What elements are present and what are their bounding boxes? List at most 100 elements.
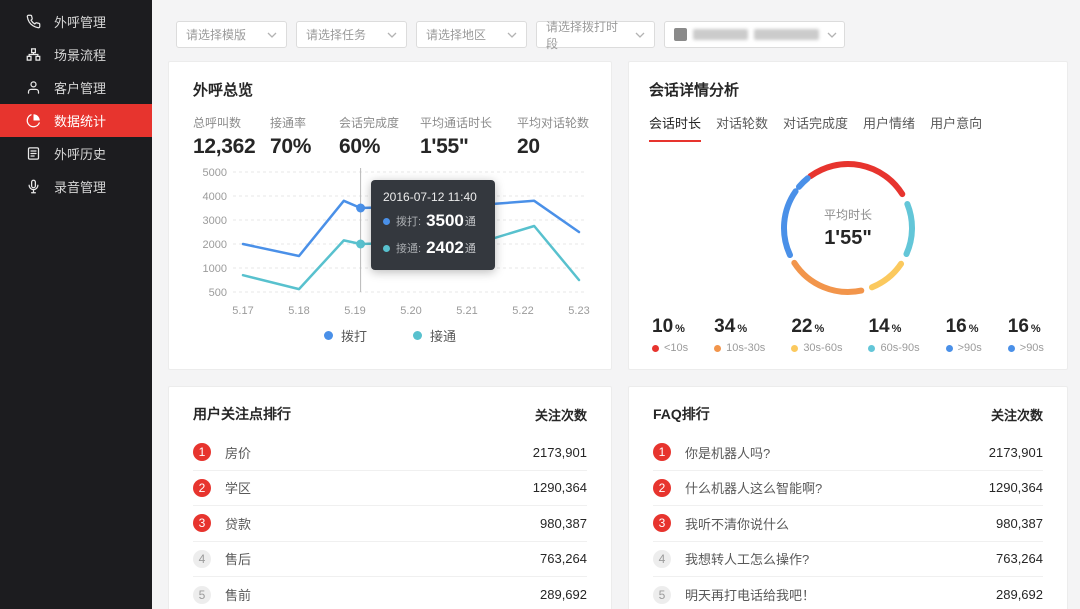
task-select[interactable]: 请选择任务 — [296, 21, 407, 48]
svg-text:5.23: 5.23 — [568, 305, 589, 317]
select-placeholder: 请选择模版 — [186, 28, 247, 42]
ranking-row[interactable]: 3 我听不清你说什么 980,387 — [653, 506, 1043, 542]
call-period-select[interactable]: 请选择拨打时段 — [536, 20, 655, 51]
range-dot — [652, 344, 659, 352]
chevron-down-icon — [827, 32, 837, 38]
range-dot — [1007, 344, 1015, 352]
ranking-row[interactable]: 1 房价 2173,901 — [193, 435, 587, 471]
stat-avg-duration: 平均通话时长 1'55" — [420, 116, 493, 158]
document-icon — [25, 146, 41, 162]
sidebar-item-label: 录音管理 — [54, 180, 107, 195]
tab-user-emotion[interactable]: 用户情绪 — [863, 116, 916, 131]
stat-avg-turns: 平均对话轮数 20 — [517, 116, 590, 158]
percent-item: 22% 30s-60s — [791, 316, 843, 354]
sidebar-item-scene-flow[interactable]: 场景流程 — [0, 38, 152, 71]
select-placeholder: 请选择拨打时段 — [546, 19, 619, 51]
sidebar-item-label: 数据统计 — [54, 114, 107, 129]
range-dot — [945, 344, 953, 352]
tab-session-duration[interactable]: 会话时长 — [649, 113, 702, 142]
sidebar-item-customer-management[interactable]: 客户管理 — [0, 71, 152, 104]
column-header: 关注次数 — [990, 407, 1043, 423]
sidebar-item-data-statistics[interactable]: 数据统计 — [0, 104, 152, 137]
chart-tooltip: 2016-07-12 11:40 拨打: 3500 通 接通: 2402 通 — [371, 180, 495, 270]
session-analysis-card: 会话详情分析 会话时长 对话轮数 对话完成度 用户情绪 用户意向 平均时长 1'… — [628, 61, 1068, 370]
tab-user-intent[interactable]: 用户意向 — [930, 116, 983, 131]
rank-badge: 2 — [653, 478, 671, 497]
percent-item: 14% 60s-90s — [868, 316, 920, 354]
card-title: FAQ排行 — [653, 406, 710, 422]
sidebar-item-outbound-management[interactable]: 外呼管理 — [0, 5, 152, 38]
rank-badge: 4 — [653, 549, 671, 568]
svg-text:4000: 4000 — [203, 191, 227, 203]
ranking-row[interactable]: 5 售前 289,692 — [193, 577, 587, 609]
ranking-row[interactable]: 2 学区 1290,364 — [193, 471, 587, 506]
legend-dot — [323, 331, 333, 340]
svg-text:5.18: 5.18 — [288, 305, 309, 317]
rank-badge: 2 — [193, 478, 211, 497]
connected-dot — [383, 244, 390, 252]
user-icon — [25, 80, 41, 96]
duration-percent-row: 10% <10s 34% 10s-30s 22% 30s-60s 14% 60s… — [649, 316, 1047, 354]
ranking-row[interactable]: 2 什么机器人这么智能啊? 1290,364 — [653, 471, 1043, 506]
redacted-value — [674, 28, 819, 41]
range-dot — [868, 344, 876, 352]
percent-item: 16% >90s — [945, 316, 982, 354]
range-dot — [791, 344, 799, 352]
tab-dialog-completion[interactable]: 对话完成度 — [783, 116, 849, 131]
svg-text:2000: 2000 — [203, 239, 227, 251]
legend-dot — [413, 331, 422, 340]
tab-dialog-turns[interactable]: 对话轮数 — [716, 116, 769, 131]
card-title: 会话详情分析 — [649, 82, 740, 99]
rank-badge: 5 — [193, 585, 211, 604]
ranking-row[interactable]: 3 贷款 980,387 — [193, 506, 587, 542]
flow-icon — [25, 47, 41, 63]
ranking-row[interactable]: 5 明天再打电话给我吧！ 289,692 — [653, 577, 1043, 609]
ranking-row[interactable]: 4 我想转人工怎么操作? 763,264 — [653, 542, 1043, 577]
microphone-icon — [25, 179, 41, 195]
range-dot — [714, 344, 722, 352]
stat-connect-rate: 接通率 70% — [270, 116, 312, 158]
template-select[interactable]: 请选择模版 — [176, 21, 287, 48]
tooltip-date: 2016-07-12 11:40 — [383, 190, 477, 204]
svg-text:5.19: 5.19 — [344, 305, 365, 317]
ranking-row[interactable]: 1 你是机器人吗? 2173,901 — [653, 435, 1043, 471]
svg-text:5.22: 5.22 — [512, 305, 533, 317]
rank-badge: 3 — [653, 514, 671, 533]
sidebar-item-label: 客户管理 — [54, 81, 107, 96]
column-header: 关注次数 — [534, 407, 587, 423]
svg-text:5.21: 5.21 — [456, 305, 477, 317]
sidebar-item-label: 场景流程 — [54, 48, 107, 63]
ranking-row[interactable]: 4 售后 763,264 — [193, 542, 587, 577]
duration-donut-chart[interactable]: 平均时长 1'55" — [773, 153, 923, 303]
select-placeholder: 请选择地区 — [426, 28, 487, 42]
redacted-select[interactable] — [664, 21, 845, 48]
pie-chart-icon — [25, 113, 41, 129]
rank-badge: 1 — [653, 443, 671, 462]
chevron-down-icon — [635, 32, 645, 38]
svg-text:3000: 3000 — [203, 215, 227, 227]
svg-text:1000: 1000 — [203, 263, 227, 275]
sidebar: 外呼管理 场景流程 客户管理 数据统计 外呼历史 — [0, 0, 152, 609]
sidebar-item-label: 外呼历史 — [54, 147, 107, 162]
percent-item: 34% 10s-30s — [714, 316, 766, 354]
sidebar-item-recording-management[interactable]: 录音管理 — [0, 170, 152, 203]
user-focus-ranking-card: 用户关注点排行 关注次数 1 房价 2173,901 2 学区 1290,364… — [168, 386, 612, 609]
svg-text:500: 500 — [209, 287, 227, 299]
outbound-overview-card: 外呼总览 总呼叫数 12,362 接通率 70% 会话完成度 60% — [168, 61, 612, 370]
session-tabs: 会话时长 对话轮数 对话完成度 用户情绪 用户意向 — [649, 113, 1047, 142]
phone-icon — [25, 14, 41, 30]
legend-connected[interactable]: 接通 — [413, 326, 456, 345]
card-title: 外呼总览 — [193, 82, 254, 99]
dialed-dot — [383, 217, 390, 225]
select-placeholder: 请选择任务 — [306, 28, 367, 42]
sidebar-item-label: 外呼管理 — [54, 15, 107, 30]
percent-item: 10% <10s — [652, 316, 689, 354]
legend-dialed[interactable]: 拨打 — [323, 326, 367, 345]
stat-completion: 会话完成度 60% — [339, 116, 400, 158]
svg-text:5000: 5000 — [203, 168, 227, 179]
sidebar-item-outbound-history[interactable]: 外呼历史 — [0, 137, 152, 170]
region-select[interactable]: 请选择地区 — [416, 21, 527, 48]
rank-badge: 4 — [193, 549, 211, 568]
svg-text:5.17: 5.17 — [232, 305, 253, 317]
